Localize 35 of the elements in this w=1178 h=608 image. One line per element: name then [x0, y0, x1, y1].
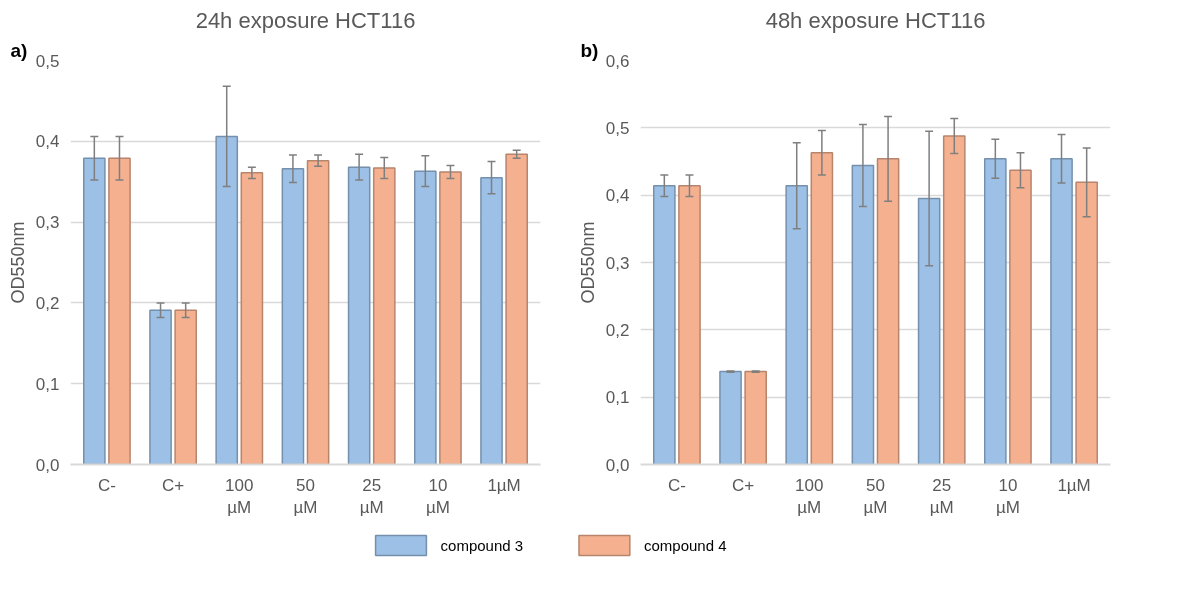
y-axis-title: OD550nm: [577, 221, 598, 304]
y-tick-label: 0,5: [35, 51, 60, 71]
y-tick-label: 0,4: [605, 186, 630, 206]
x-tick-label: 10 µM: [425, 475, 450, 518]
legend-label: compound 3: [440, 537, 524, 554]
x-tick-label: 25 µM: [359, 475, 384, 518]
x-tick-label: 100 µM: [225, 475, 254, 518]
y-tick-label: 0,1: [35, 374, 60, 394]
x-tick-label: 100 µM: [795, 475, 824, 518]
x-tick-label: C+: [162, 475, 185, 495]
legend-label: compound 4: [643, 537, 727, 554]
y-tick-label: 0,0: [605, 455, 630, 475]
y-axis-title: OD550nm: [7, 221, 28, 304]
text: a): [10, 39, 28, 61]
y-tick-label: 0,2: [605, 320, 630, 340]
y-tick-label: 0,3: [605, 253, 630, 273]
y-tick-label: 0,6: [605, 51, 630, 71]
x-tick-label: C-: [97, 475, 116, 495]
x-tick-label: 50 µM: [293, 475, 318, 518]
x-tick-label: C+: [732, 475, 755, 495]
x-tick-label: 1µM: [487, 475, 521, 495]
y-tick-label: 0,3: [35, 213, 60, 233]
chart-title: 48h exposure HCT116: [765, 7, 986, 33]
y-tick-label: 0,2: [35, 293, 60, 313]
y-tick-label: 0,5: [605, 118, 630, 138]
y-tick-label: 0,0: [35, 455, 60, 475]
text: b): [580, 39, 599, 61]
x-tick-label: 10 µM: [995, 475, 1020, 518]
x-tick-label: 1µM: [1057, 475, 1091, 495]
x-tick-label: 25 µM: [929, 475, 954, 518]
x-tick-label: 50 µM: [863, 475, 888, 518]
x-tick-label: C-: [667, 475, 686, 495]
y-tick-label: 0,1: [605, 388, 630, 408]
y-tick-label: 0,4: [35, 132, 60, 152]
chart-title: 24h exposure HCT116: [195, 7, 416, 33]
